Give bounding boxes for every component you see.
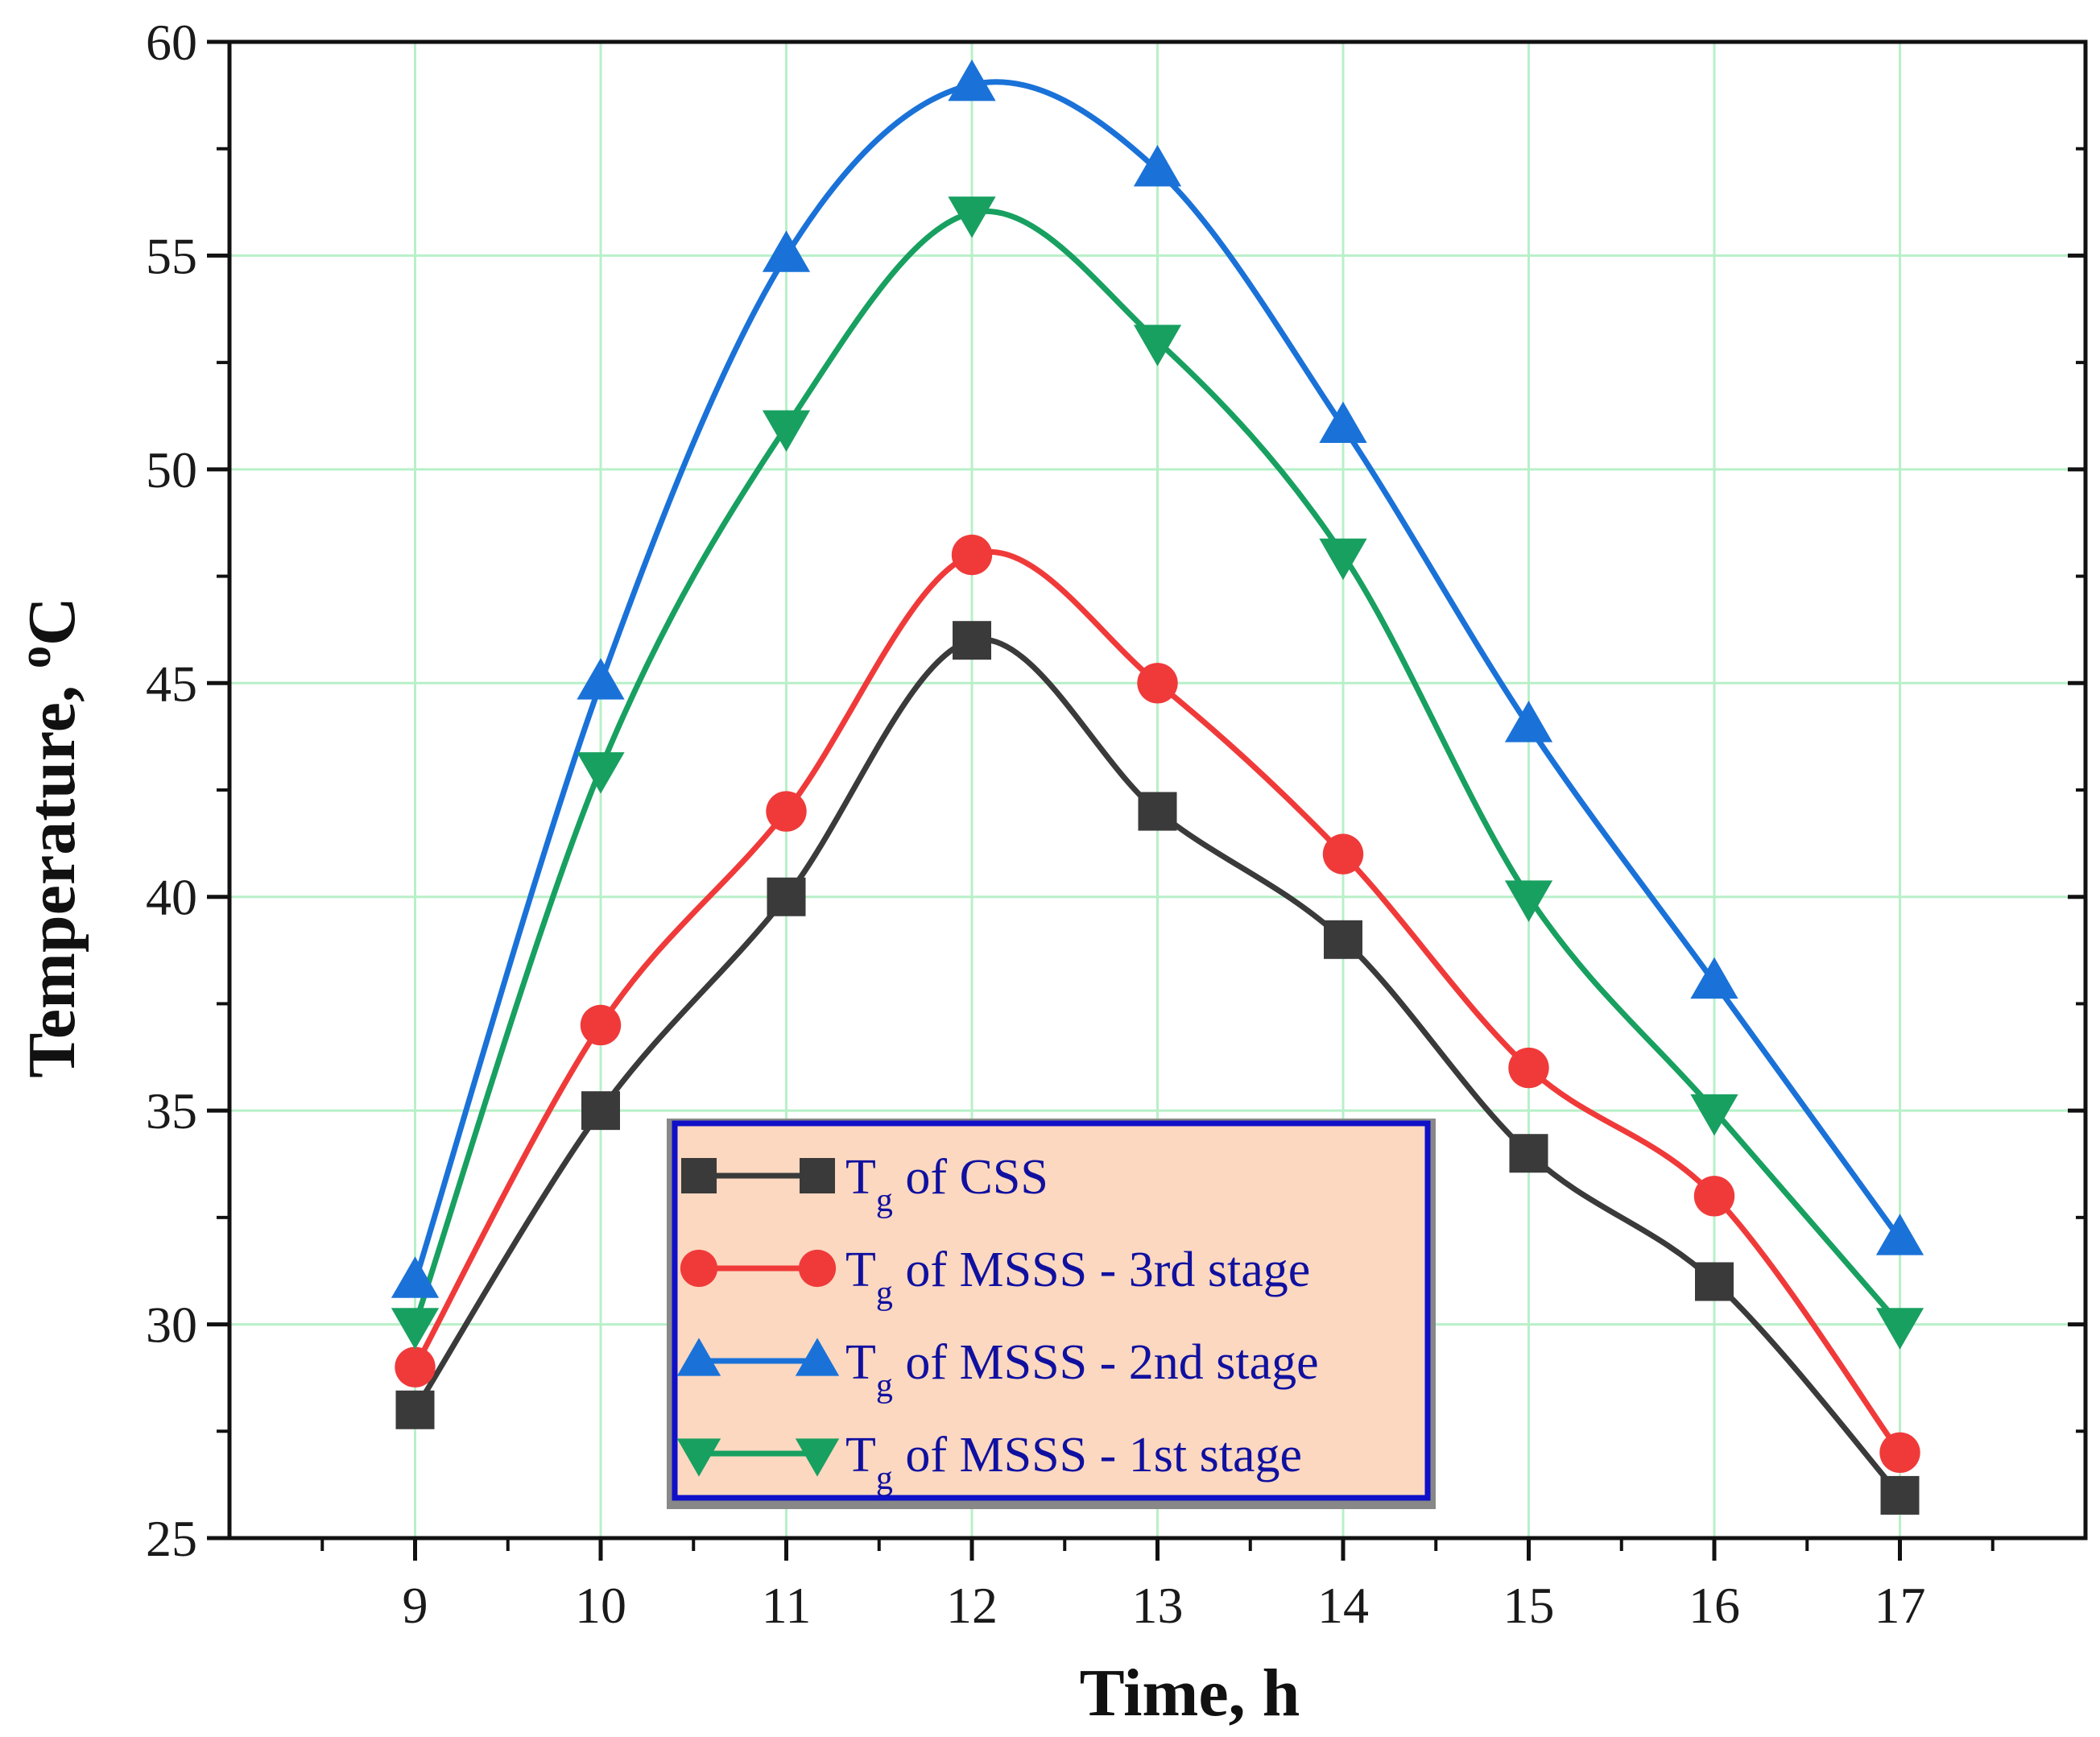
data-point-series-3 (1319, 401, 1367, 444)
legend-marker-1-b (800, 1158, 835, 1193)
data-point-series-2 (1322, 833, 1364, 875)
legend-label-main: T (845, 1428, 876, 1483)
x-tick-label: 16 (1689, 1577, 1740, 1634)
legend-marker-4-b (795, 1438, 840, 1477)
data-point-series-4 (577, 752, 625, 794)
legend-label-rest: of MSSS - 3rd stage (893, 1243, 1310, 1297)
x-tick-label: 12 (946, 1577, 998, 1634)
y-tick-label: 50 (146, 441, 197, 498)
data-point-series-3 (391, 1256, 440, 1298)
data-point-series-4 (1504, 880, 1553, 922)
y-tick-label: 25 (146, 1510, 197, 1567)
data-point-series-4 (391, 1308, 440, 1350)
data-point-series-2 (1879, 1432, 1920, 1474)
legend-marker-3-b (795, 1338, 840, 1376)
y-axis-title-degree: o (10, 646, 60, 668)
legend-label-main: T (845, 1243, 876, 1297)
x-tick-label: 9 (403, 1577, 428, 1634)
data-point-series-3 (577, 658, 625, 700)
series-markers (391, 59, 1924, 1515)
data-point-series-3 (948, 59, 996, 101)
data-point-series-3 (1133, 145, 1182, 187)
data-point-series-1 (395, 1390, 435, 1429)
data-point-series-1 (767, 877, 806, 916)
legend-label-subscript: g (876, 1460, 893, 1497)
data-point-series-4 (1690, 1094, 1738, 1136)
data-point-series-1 (1695, 1262, 1734, 1301)
x-tick-label: 10 (575, 1577, 626, 1634)
data-point-series-4 (1133, 325, 1182, 366)
x-tick-label: 15 (1503, 1577, 1555, 1634)
series-line-1 (412, 636, 1903, 1498)
legend-label-2: Tg of MSSS - 3rd stage (845, 1243, 1310, 1312)
axis-ticks (207, 39, 2086, 1561)
data-point-series-4 (1319, 538, 1367, 581)
series-line-2 (412, 548, 1903, 1454)
y-tick-label: 45 (146, 655, 197, 712)
legend-marker-1-a (681, 1158, 717, 1193)
x-axis-title: Time, h (1080, 1656, 1300, 1731)
y-tick-label: 35 (146, 1082, 197, 1139)
x-tick-label: 13 (1132, 1577, 1184, 1634)
legend-marker-2-b (798, 1249, 837, 1288)
data-point-series-2 (1508, 1047, 1549, 1089)
x-tick-label: 17 (1875, 1577, 1926, 1634)
data-point-series-1 (1880, 1475, 1920, 1515)
y-axis-title-main: Temperature, (14, 668, 89, 1078)
legend-label-3: Tg of MSSS - 2nd stage (845, 1335, 1319, 1404)
data-point-series-1 (581, 1091, 620, 1131)
data-point-series-3 (762, 230, 811, 272)
data-point-series-2 (580, 1004, 622, 1046)
data-point-series-2 (395, 1346, 436, 1388)
data-point-series-2 (1137, 663, 1178, 704)
data-point-series-4 (762, 410, 811, 452)
y-tick-label: 55 (146, 227, 197, 284)
data-point-series-3 (1875, 1214, 1924, 1255)
data-point-series-1 (1324, 920, 1362, 959)
data-point-series-3 (1504, 701, 1553, 742)
data-point-series-1 (953, 621, 991, 660)
data-point-series-3 (1690, 957, 1738, 999)
tick-labels: 9 10 11 12 13 14 15 16 17 25 30 35 40 45 50 55 60 (146, 14, 1926, 1634)
legend-label-4: Tg of MSSS - 1st stage (845, 1428, 1302, 1497)
data-point-series-2 (766, 791, 807, 832)
legend-label-subscript: g (876, 1367, 893, 1404)
y-axis-title: Temperature, oC (10, 597, 89, 1077)
data-point-series-2 (1693, 1176, 1735, 1217)
data-point-series-4 (1875, 1308, 1924, 1350)
legend-marker-3-a (676, 1338, 721, 1376)
legend-label-subscript: g (876, 1182, 893, 1219)
legend-label-1: Tg of CSS (845, 1150, 1048, 1219)
data-point-series-2 (951, 534, 993, 576)
data-point-series-4 (948, 196, 996, 238)
legend-marker-2-a (680, 1249, 718, 1288)
x-tick-label: 11 (762, 1577, 812, 1634)
legend-label-subscript: g (876, 1275, 893, 1312)
legend-label-rest: of MSSS - 1st stage (893, 1428, 1302, 1483)
y-tick-label: 30 (146, 1297, 197, 1354)
x-tick-label: 14 (1317, 1577, 1369, 1634)
data-point-series-1 (1509, 1134, 1548, 1173)
legend-label-rest: of CSS (893, 1150, 1048, 1205)
legend-marker-4-a (676, 1438, 721, 1477)
data-point-series-1 (1138, 792, 1177, 831)
y-tick-label: 60 (146, 14, 197, 71)
y-tick-label: 40 (146, 869, 197, 926)
legend-label-main: T (845, 1335, 876, 1390)
y-axis-title-unit: C (14, 597, 89, 646)
legend-label-main: T (845, 1150, 876, 1205)
legend-label-rest: of MSSS - 2nd stage (893, 1335, 1319, 1390)
